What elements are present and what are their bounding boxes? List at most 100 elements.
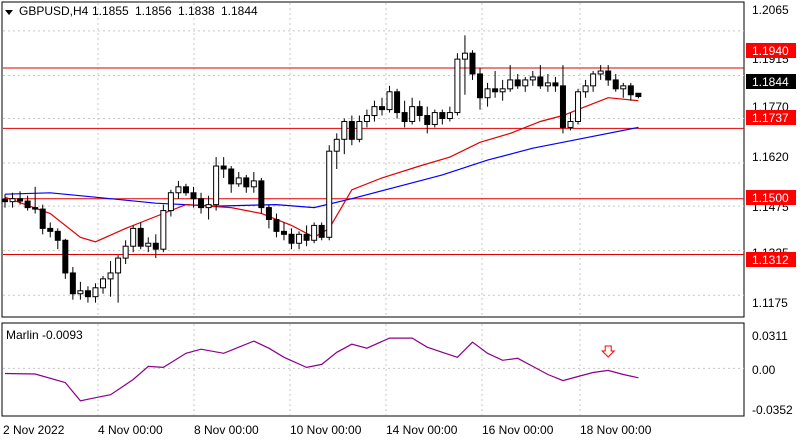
candle-body [280, 230, 287, 235]
price-tick: 1.2065 [752, 3, 789, 17]
candle-body [115, 257, 122, 274]
level-label-1500: 1.1500 [752, 191, 789, 205]
candle-body [627, 85, 634, 96]
oscillator [4, 337, 639, 402]
candle-body [537, 76, 544, 87]
candle-body [326, 150, 333, 238]
candle-body [39, 208, 46, 229]
time-label: 4 Nov 00:00 [98, 423, 163, 437]
close-value: 1.1844 [221, 4, 258, 18]
candle-body [243, 177, 250, 188]
candle-body [431, 112, 438, 125]
candle-body [507, 79, 514, 90]
time-label: 14 Nov 00:00 [386, 423, 458, 437]
candle-body [182, 186, 189, 194]
candle-body [605, 70, 612, 81]
time-label: 18 Nov 00:00 [580, 423, 652, 437]
level-labels: 1.1940 1.1737 1.1500 1.1312 [746, 43, 796, 267]
blue-ma-line [4, 126, 639, 209]
candle-body [2, 198, 8, 203]
candle-body [499, 88, 506, 93]
candle-body [635, 92, 642, 98]
red-ma-line [4, 97, 639, 243]
high-value: 1.1856 [135, 4, 172, 18]
level-label-box [746, 43, 796, 58]
open-value: 1.1855 [92, 4, 129, 18]
candle-body [341, 120, 348, 140]
time-label: 2 Nov 2022 [3, 423, 65, 437]
candle-body [484, 88, 491, 99]
candle-body [77, 290, 84, 295]
level-label-box [746, 190, 796, 205]
current-price-label: 1.1844 [752, 75, 789, 89]
candle-body [235, 177, 242, 185]
time-label: 10 Nov 00:00 [290, 423, 362, 437]
candle-body [167, 192, 174, 212]
candle-body [379, 106, 385, 111]
candle-body [582, 85, 589, 93]
candle-body [401, 112, 408, 122]
candle-body [477, 73, 484, 99]
candle-body [92, 287, 99, 298]
candle-body [311, 224, 318, 241]
candle-body [9, 198, 16, 203]
price-panel-frame [1, 1, 745, 318]
candle-body [32, 207, 39, 210]
oscillator-line [4, 337, 639, 402]
price-tick: 1.1175 [752, 296, 788, 310]
indicator-tick: 0.00 [752, 363, 776, 377]
candle-body [84, 290, 91, 298]
symbol-label: GBPUSD,H4 [19, 4, 89, 18]
level-label-box [746, 252, 796, 267]
moving-averages [4, 97, 639, 243]
candle-body [348, 120, 355, 140]
candle-body [100, 278, 107, 289]
candle-body [137, 227, 144, 247]
candle-body [552, 82, 559, 87]
low-value: 1.1838 [178, 4, 215, 18]
candle-body [198, 198, 205, 209]
candle-body [544, 82, 551, 87]
candle-body [522, 79, 529, 87]
candle-body [145, 242, 152, 247]
level-label-box [746, 110, 796, 125]
candle-body [250, 180, 257, 188]
level-label-1737: 1.1737 [752, 111, 789, 125]
candle-body [454, 58, 461, 114]
candle-body [47, 227, 54, 232]
candle-body [175, 186, 182, 194]
candle-body [612, 79, 619, 90]
candle-body [273, 218, 280, 232]
price-tick: 1.1620 [752, 150, 789, 164]
candle-body [303, 233, 310, 241]
candle-body [213, 165, 220, 206]
candle-body [575, 91, 582, 122]
candle-body [205, 204, 212, 209]
candle-body [386, 91, 393, 111]
candle-body [17, 198, 24, 202]
level-label-1940: 1.1940 [752, 44, 789, 58]
candle-body [394, 91, 401, 114]
candle-body [220, 165, 227, 170]
candle-body [265, 207, 272, 220]
candle-body [318, 224, 325, 238]
candle-body [424, 115, 431, 125]
candle-body [590, 73, 597, 87]
candle-body [258, 180, 265, 209]
candle-body [122, 245, 129, 259]
candle-body [69, 272, 76, 295]
horizontal-levels [3, 67, 744, 256]
time-label: 8 Nov 00:00 [194, 423, 259, 437]
candles [2, 35, 642, 303]
triangle-down-icon[interactable] [5, 10, 13, 15]
indicator-panel-frame [1, 322, 745, 417]
candle-body [190, 192, 197, 200]
indicator-tick: 0.0311 [752, 329, 788, 343]
down-arrow-icon [600, 345, 616, 358]
candle-body [559, 85, 566, 128]
candle-body [130, 227, 137, 247]
candle-body [160, 210, 167, 250]
candle-body [529, 76, 536, 81]
candle-body [469, 52, 476, 75]
